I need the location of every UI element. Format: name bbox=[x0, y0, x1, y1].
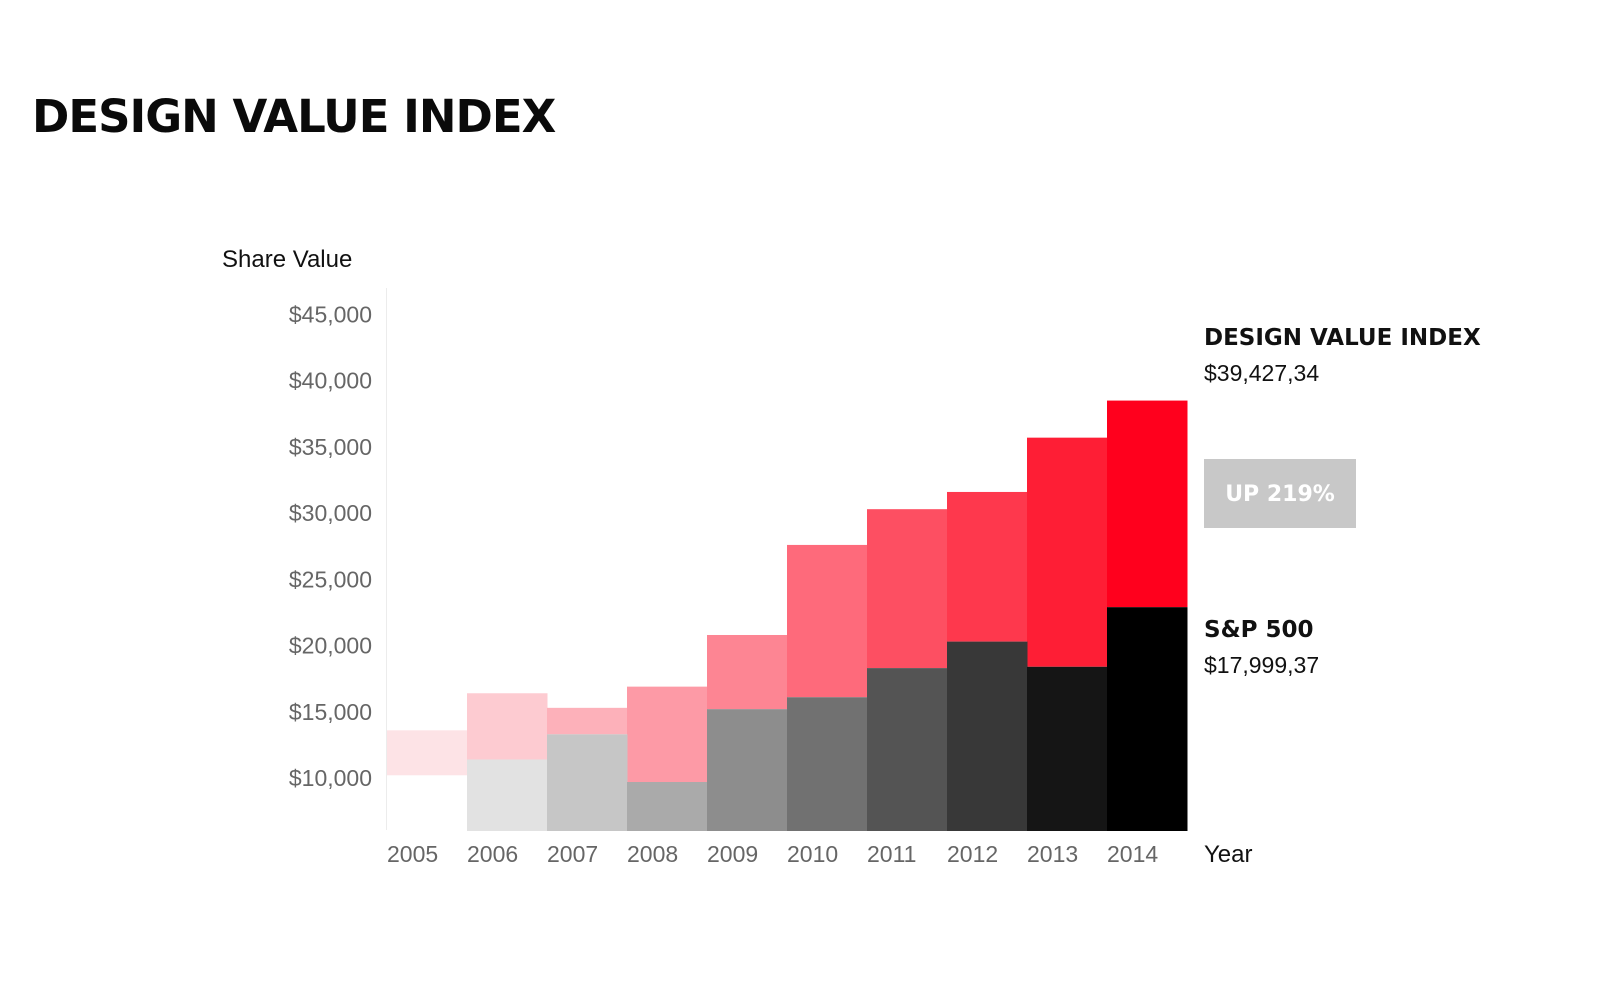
dvi-bar-2005 bbox=[387, 730, 468, 776]
dvi-bar-2010 bbox=[787, 544, 868, 698]
sp500-bar-2010 bbox=[787, 697, 868, 831]
sp500-bar-2011 bbox=[867, 668, 948, 831]
x-tick-label: 2005 bbox=[387, 841, 438, 867]
sp500-bar-2012 bbox=[947, 641, 1028, 831]
dvi-bar-2013 bbox=[1027, 437, 1108, 667]
dvi-bar-2009 bbox=[707, 634, 788, 710]
dvi-legend-value: $39,427,34 bbox=[1204, 360, 1319, 386]
x-tick-labels: 2005 2006 2007 2008 2009 2010 2011 2012 2013 2014 bbox=[387, 841, 1158, 867]
dvi-legend-title: DESIGN VALUE INDEX bbox=[1204, 325, 1481, 351]
sp500-bar-2007 bbox=[547, 734, 628, 831]
y-axis-label: Share Value bbox=[222, 246, 352, 273]
x-tick-label: 2012 bbox=[947, 841, 998, 867]
sp500-bar-2005 bbox=[387, 775, 468, 831]
x-tick-label: 2008 bbox=[627, 841, 678, 867]
y-tick-label: $40,000 bbox=[289, 368, 372, 394]
dvi-bar-2012 bbox=[947, 491, 1028, 642]
x-tick-label: 2013 bbox=[1027, 841, 1078, 867]
dvi-bar-2014 bbox=[1107, 400, 1188, 608]
sp500-bar-2009 bbox=[707, 709, 788, 831]
sp500-legend-value: $17,999,37 bbox=[1204, 652, 1319, 678]
sp500-bar-2013 bbox=[1027, 666, 1108, 831]
y-tick-label: $45,000 bbox=[289, 301, 372, 327]
design-value-index-bars bbox=[387, 400, 1188, 782]
x-axis-label: Year bbox=[1204, 841, 1253, 868]
y-tick-label: $25,000 bbox=[289, 566, 372, 592]
sp500-bar-2006 bbox=[467, 759, 548, 831]
x-tick-label: 2006 bbox=[467, 841, 518, 867]
y-tick-label: $20,000 bbox=[289, 633, 372, 659]
y-tick-label: $35,000 bbox=[289, 434, 372, 460]
y-tick-labels: $10,000 $15,000 $20,000 $25,000 $30,000 $35,0… bbox=[289, 301, 372, 791]
dvi-bar-2011 bbox=[867, 509, 948, 669]
x-tick-label: 2007 bbox=[547, 841, 598, 867]
growth-badge bbox=[1204, 459, 1356, 528]
dvi-bar-2007 bbox=[547, 707, 628, 735]
sp500-bar-2014 bbox=[1107, 607, 1188, 831]
x-tick-label: 2014 bbox=[1107, 841, 1158, 867]
sp500-bars bbox=[387, 607, 1188, 831]
x-tick-label: 2010 bbox=[787, 841, 838, 867]
dvi-bar-2008 bbox=[627, 686, 708, 782]
page-title: DESIGN VALUE INDEX bbox=[32, 90, 556, 143]
y-tick-label: $30,000 bbox=[289, 500, 372, 526]
sp500-legend-title: S&P 500 bbox=[1204, 617, 1314, 643]
y-tick-label: $15,000 bbox=[289, 699, 372, 725]
x-tick-label: 2011 bbox=[867, 841, 916, 867]
x-tick-label: 2009 bbox=[707, 841, 758, 867]
dvi-bar-2006 bbox=[467, 693, 548, 760]
growth-badge-text: UP 219% bbox=[1225, 482, 1335, 507]
y-tick-label: $10,000 bbox=[289, 765, 372, 791]
sp500-bar-2008 bbox=[627, 781, 708, 831]
